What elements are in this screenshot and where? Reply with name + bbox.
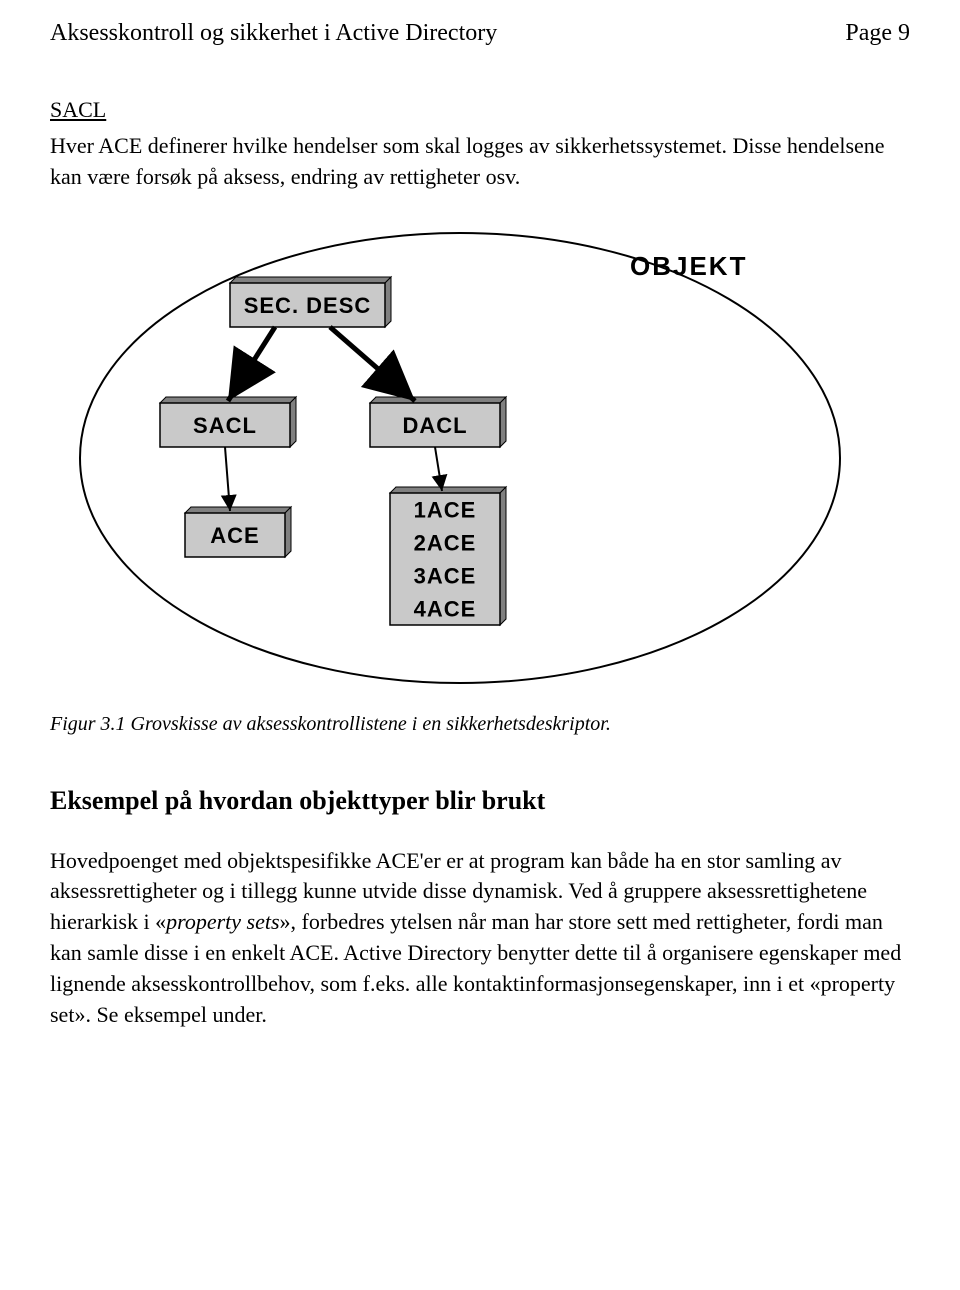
figure-caption: Figur 3.1 Grovskisse av aksesskontrollis…	[50, 713, 910, 736]
svg-text:OBJEKT: OBJEKT	[630, 251, 747, 281]
security-descriptor-diagram: OBJEKT SEC. DESC SACL DACL ACE 1ACE 2ACE 3ACE 4A…	[30, 213, 890, 693]
header-title: Aksesskontroll og sikkerhet i Active Dir…	[50, 20, 497, 47]
sacl-paragraph: Hver ACE definerer hvilke hendelser som …	[50, 131, 910, 193]
svg-text:1ACE: 1ACE	[414, 497, 477, 522]
svg-text:4ACE: 4ACE	[414, 596, 477, 621]
svg-text:SACL: SACL	[193, 413, 257, 438]
example-paragraph: Hovedpoenget med objektspesifikke ACE'er…	[50, 846, 910, 1031]
svg-text:DACL: DACL	[402, 413, 467, 438]
page-header: Aksesskontroll og sikkerhet i Active Dir…	[50, 20, 910, 47]
svg-text:SEC. DESC: SEC. DESC	[244, 293, 372, 318]
header-page: Page 9	[845, 20, 910, 47]
example-subheading: Eksempel på hvordan objekttyper blir bru…	[50, 786, 910, 816]
sacl-heading: SACL	[50, 97, 910, 123]
svg-text:2ACE: 2ACE	[414, 530, 477, 555]
svg-text:3ACE: 3ACE	[414, 563, 477, 588]
example-paragraph-italic: property sets	[166, 909, 279, 934]
svg-text:ACE: ACE	[210, 523, 259, 548]
